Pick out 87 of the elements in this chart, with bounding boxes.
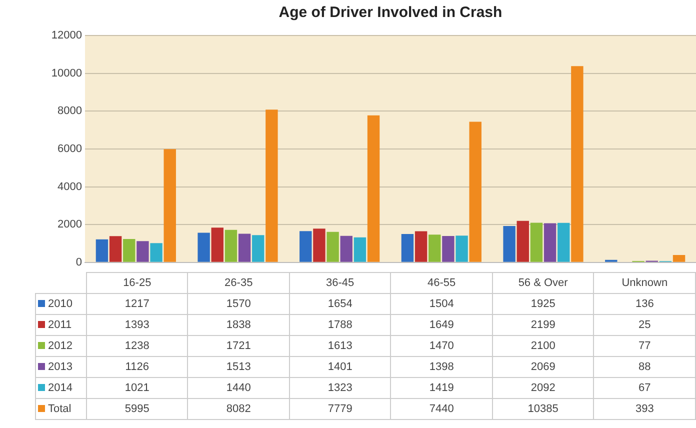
bar [672,254,686,262]
data-label: 2199 [492,314,594,336]
data-label: 1419 [390,378,492,398]
data-label: 136 [594,294,696,314]
data-label: 1398 [390,356,492,378]
data-label: 77 [594,336,696,356]
data-label: 1925 [492,294,594,314]
bar [326,232,339,262]
legend-label: 2013 [36,356,86,378]
bar [544,223,556,262]
bar [96,239,108,262]
x-tick-label: Unknown [594,272,696,294]
data-label: 1513 [188,356,290,378]
data-label: 2100 [492,336,594,356]
data-label: 1021 [86,378,188,398]
bar [109,236,122,262]
bar [123,239,136,262]
bar [150,243,162,262]
bar [428,234,441,262]
bar [530,222,543,262]
data-label: 25 [594,314,696,336]
x-tick-label: 16-25 [86,272,188,294]
data-label: 1788 [289,314,391,336]
bar [516,220,529,262]
data-label: 1217 [86,294,188,314]
data-label: 67 [594,378,696,398]
y-tick-label: 2000 [58,218,82,231]
bar [198,232,210,262]
data-label: 5995 [86,398,188,420]
legend-label: Total [36,398,86,420]
bar [164,149,176,262]
x-tick-label: 36-45 [289,272,391,294]
legend-label: 2011 [36,314,86,336]
data-label: 8082 [188,398,290,420]
x-tick-label: 26-35 [188,272,290,294]
bar [340,236,352,262]
legend-label: 2012 [36,336,86,356]
data-label: 1393 [86,314,188,336]
bar [414,231,428,262]
data-label: 1721 [188,336,290,356]
bar [367,115,380,262]
legend-label: 2014 [36,378,86,398]
data-label: 1838 [188,314,290,336]
bar [354,237,366,262]
y-tick-label: 6000 [58,143,82,156]
data-label: 1238 [86,336,188,356]
legend-label: 2010 [36,294,86,314]
y-tick-label: 12000 [51,30,82,42]
data-label: 7779 [289,398,391,420]
y-tick-label: 10000 [51,67,82,80]
data-label: 1570 [188,294,290,314]
data-label: 2069 [492,356,594,378]
x-tick-label: 46-55 [390,272,492,294]
data-label: 1470 [390,336,492,356]
bar [211,228,224,262]
bar [571,66,584,262]
bar [238,234,251,262]
bar [300,231,312,262]
data-label: 1613 [289,336,391,356]
data-label: 1649 [390,314,492,336]
data-label: 1504 [390,294,492,314]
data-label: 393 [594,398,696,420]
data-label: 1654 [289,294,391,314]
data-label: 88 [594,356,696,378]
bar [252,235,264,262]
data-label: 7440 [390,398,492,420]
bar [469,122,482,262]
bar [401,234,414,262]
y-tick-label: 8000 [58,105,82,118]
data-label: 1401 [289,356,391,378]
bar [136,241,149,262]
data-label: 2092 [492,378,594,398]
bar [442,236,454,262]
y-tick-label: 4000 [58,180,82,193]
bar [503,226,516,262]
data-label: 1440 [188,378,290,398]
data-label: 10385 [492,398,594,420]
bar [456,236,468,262]
bar [266,110,278,262]
x-tick-label: 56 & Over [492,272,594,294]
y-tick-label: 0 [76,256,82,268]
bar [558,222,570,262]
bar [224,230,238,262]
chart-title: Age of Driver Involved in Crash [278,4,504,21]
data-label: 1323 [289,378,391,398]
bar [313,228,326,262]
data-label: 1126 [86,356,188,378]
